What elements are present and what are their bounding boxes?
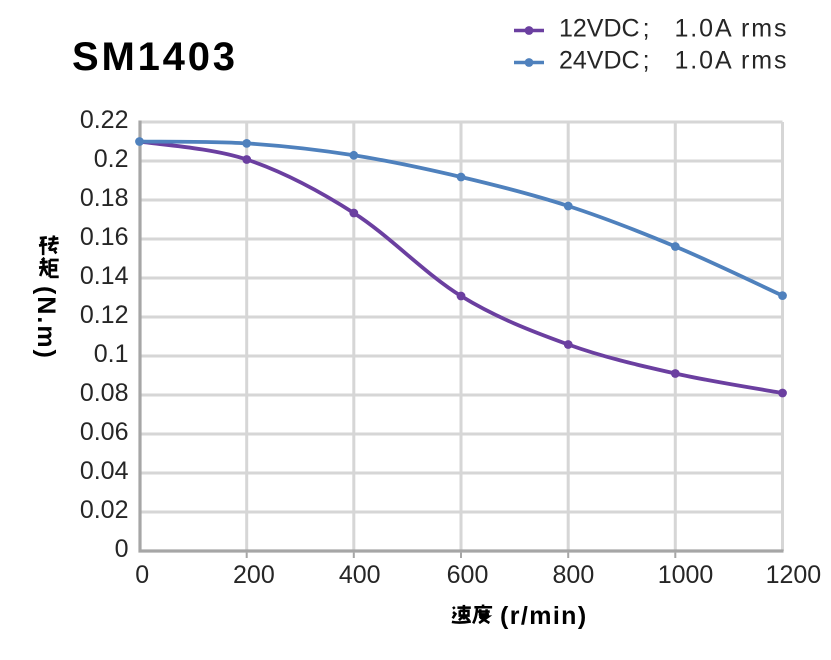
svg-text:0.16: 0.16	[80, 223, 129, 251]
svg-text:600: 600	[447, 561, 489, 589]
svg-text:(r/min): (r/min)	[500, 602, 588, 630]
svg-text:0.04: 0.04	[80, 457, 129, 485]
svg-text:200: 200	[233, 561, 275, 589]
svg-text:0.08: 0.08	[80, 379, 129, 407]
svg-text:0.06: 0.06	[80, 418, 129, 446]
svg-text:0.2: 0.2	[94, 145, 129, 173]
svg-text:0.02: 0.02	[80, 496, 129, 524]
svg-text:12VDC;: 12VDC;	[559, 15, 650, 43]
svg-text:400: 400	[339, 561, 381, 589]
svg-text:0.14: 0.14	[80, 262, 129, 290]
svg-text:0: 0	[135, 561, 149, 589]
svg-text:0.18: 0.18	[80, 184, 129, 212]
svg-text:800: 800	[553, 561, 595, 589]
svg-text:1.0A rms: 1.0A rms	[675, 47, 789, 75]
svg-text:SM1403: SM1403	[72, 35, 238, 79]
svg-text:0: 0	[115, 535, 129, 563]
svg-text:0.1: 0.1	[94, 340, 129, 368]
svg-text:1.0A rms: 1.0A rms	[675, 15, 789, 43]
svg-text:1200: 1200	[766, 561, 822, 589]
svg-text:0.12: 0.12	[80, 301, 129, 329]
svg-text:(N.m): (N.m)	[32, 286, 60, 360]
svg-text:1000: 1000	[658, 561, 714, 589]
svg-text:24VDC;: 24VDC;	[559, 47, 650, 75]
svg-text:0.22: 0.22	[80, 106, 129, 134]
